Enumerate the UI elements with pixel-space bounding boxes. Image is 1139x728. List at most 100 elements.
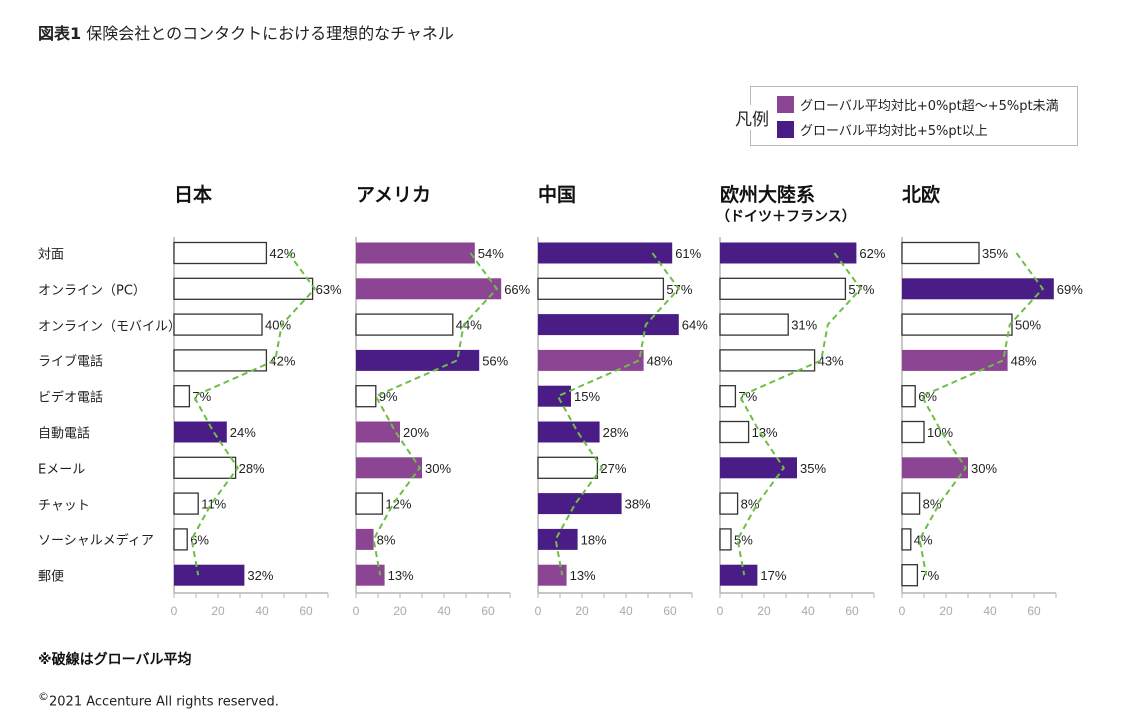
bar-value-label: 32% <box>247 568 273 583</box>
region-title: アメリカ <box>356 184 432 206</box>
bar <box>173 385 191 408</box>
bar-value-label: 11% <box>201 497 226 512</box>
x-tick-label: 0 <box>353 604 360 618</box>
bar <box>173 277 314 300</box>
bar <box>719 349 816 372</box>
bar <box>173 492 199 515</box>
x-tick-label: 60 <box>663 604 677 618</box>
bar-value-label: 42% <box>269 353 295 368</box>
bar <box>901 241 980 265</box>
bar-value-label: 56% <box>482 353 508 368</box>
bar-value-label: 30% <box>971 461 997 476</box>
figure-title-text: 保険会社とのコンタクトにおける理想的なチャネル <box>86 24 454 43</box>
bar <box>902 349 1008 371</box>
x-tick-label: 60 <box>481 604 495 618</box>
bar <box>173 349 268 372</box>
bar <box>901 313 1013 336</box>
bar-value-label: 54% <box>478 246 504 261</box>
region-subtitle: （ドイツ＋フランス） <box>716 209 856 225</box>
bar <box>902 457 968 479</box>
bar <box>901 385 916 408</box>
bar-value-label: 10% <box>927 425 953 440</box>
bar <box>173 456 237 479</box>
legend-item-high: グローバル平均対比+5%pt以上 <box>777 120 988 139</box>
x-tick-label: 0 <box>717 604 724 618</box>
bar <box>537 277 665 300</box>
category-label: ライブ電話 <box>38 354 104 370</box>
bar-value-label: 27% <box>600 461 626 476</box>
copyright-symbol: © <box>38 690 49 703</box>
category-label: 自動電話 <box>38 426 91 442</box>
x-tick-label: 0 <box>535 604 542 618</box>
bar <box>173 313 263 336</box>
region-title: 日本 <box>174 184 213 206</box>
x-tick-label: 20 <box>393 604 407 618</box>
x-tick-label: 20 <box>939 604 953 618</box>
bar-value-label: 66% <box>504 282 530 297</box>
bar <box>538 314 679 336</box>
global-average-line <box>736 252 863 576</box>
figure-number: 図表1 <box>38 24 82 43</box>
bar-value-label: 42% <box>269 246 295 261</box>
bar-value-label: 48% <box>1011 353 1037 368</box>
bar-value-label: 38% <box>625 497 651 512</box>
bar-value-label: 24% <box>230 425 256 440</box>
category-label: ビデオ電話 <box>38 390 104 406</box>
bar <box>538 421 600 443</box>
bar-value-label: 8% <box>741 497 760 512</box>
bar <box>356 421 400 443</box>
x-tick-label: 40 <box>255 604 269 618</box>
bar <box>356 349 480 371</box>
bar-value-label: 7% <box>192 389 211 404</box>
bar-value-label: 48% <box>647 353 673 368</box>
category-label: Eメール <box>38 462 86 478</box>
bar <box>173 241 268 265</box>
bar-value-label: 6% <box>918 389 937 404</box>
bar <box>174 564 245 586</box>
bar-value-label: 18% <box>581 532 607 547</box>
bar <box>355 313 454 336</box>
global-average-line <box>918 252 1045 576</box>
bar <box>538 349 644 371</box>
region-title: 北欧 <box>902 184 941 206</box>
bar-value-label: 13% <box>752 425 778 440</box>
legend-title: 凡例 <box>733 105 771 130</box>
bar-value-label: 50% <box>1015 318 1041 333</box>
global-average-line <box>554 252 681 576</box>
bar <box>719 420 750 444</box>
bar-value-label: 61% <box>675 246 701 261</box>
bar-value-label: 62% <box>859 246 885 261</box>
bar <box>537 456 599 479</box>
bar-value-label: 13% <box>570 568 596 583</box>
bar <box>902 278 1054 300</box>
bar <box>719 492 739 515</box>
bar <box>538 242 673 264</box>
bar-value-label: 7% <box>920 568 939 583</box>
bar-value-label: 30% <box>425 461 451 476</box>
bar <box>355 385 377 408</box>
bar <box>173 528 188 551</box>
bar <box>719 277 847 300</box>
x-tick-label: 60 <box>1027 604 1041 618</box>
x-tick-label: 0 <box>171 604 178 618</box>
bar-value-label: 35% <box>800 461 826 476</box>
figure-title: 図表1 保険会社とのコンタクトにおける理想的なチャネル <box>38 20 454 44</box>
category-label: チャット <box>38 498 90 514</box>
bar-value-label: 44% <box>456 318 482 333</box>
copyright-text: 2021 Accenture All rights reserved. <box>49 694 279 710</box>
x-tick-label: 60 <box>845 604 859 618</box>
bar-value-label: 8% <box>923 497 942 512</box>
category-label: 対面 <box>38 247 65 263</box>
bar-value-label: 28% <box>603 425 629 440</box>
category-label: ソーシャルメディア <box>38 533 154 549</box>
category-label: オンライン（モバイル） <box>38 319 182 335</box>
bar-value-label: 35% <box>982 246 1008 261</box>
bar-value-label: 4% <box>914 532 933 547</box>
bar-value-label: 28% <box>239 461 265 476</box>
legend-swatch-mid <box>777 96 794 113</box>
x-tick-label: 0 <box>899 604 906 618</box>
bar <box>538 385 571 407</box>
bar <box>719 528 732 551</box>
bar-value-label: 40% <box>265 318 291 333</box>
x-tick-label: 40 <box>801 604 815 618</box>
